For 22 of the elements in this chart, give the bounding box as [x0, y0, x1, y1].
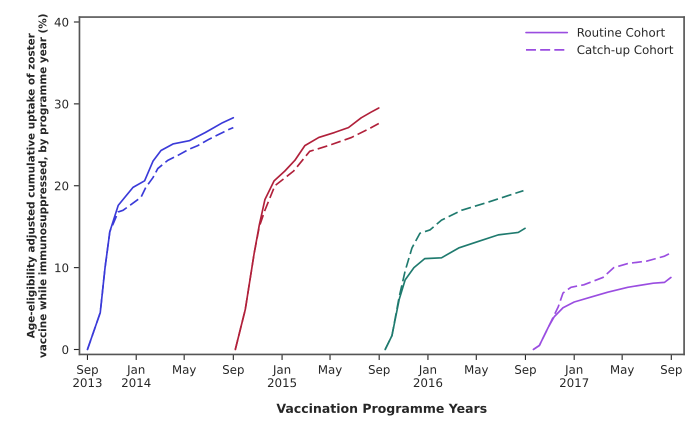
- x-tick-label: May: [318, 365, 342, 376]
- y-tick-label: 0: [62, 345, 68, 354]
- x-tick-label: Jan 2015: [268, 365, 296, 388]
- x-tick-label: Sep: [660, 365, 682, 376]
- x-tick-label: May: [611, 365, 634, 376]
- x-tick-label: Jan 2016: [414, 365, 442, 388]
- x-tick-label: Jan 2014: [122, 365, 151, 388]
- y-tick-label: 20: [54, 181, 68, 190]
- x-tick-label: Sep: [222, 365, 244, 376]
- x-axis-title: Vaccination Programme Years: [276, 403, 487, 416]
- y-axis-title: Age-eligibility adjusted cumulative uptake of zoster vaccine while immunosuppressed, by programme year (%): [26, 14, 48, 358]
- x-tick-label: Jan 2017: [560, 365, 588, 388]
- y-tick-label: 40: [54, 18, 68, 27]
- x-tick-label: Sep: [368, 365, 390, 376]
- y-tick-label: 30: [54, 100, 68, 109]
- y-tick-label: 10: [55, 263, 68, 272]
- x-tick-label: Sep: [515, 365, 536, 376]
- legend-label: Routine Cohort: [578, 28, 665, 37]
- x-tick-label: May: [173, 365, 196, 376]
- legend-label: Catch-up Cohort: [577, 45, 674, 56]
- x-tick-label: Sep 2013: [73, 365, 102, 388]
- x-tick-label: May: [465, 365, 488, 376]
